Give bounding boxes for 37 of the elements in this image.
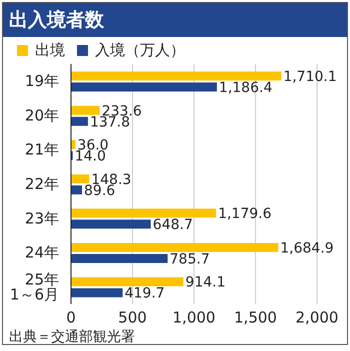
- y-tick-label: 21年: [24, 140, 59, 159]
- y-tick-label: 20年: [24, 106, 59, 124]
- bar: [71, 254, 168, 263]
- x-tick-label: 2,000: [296, 308, 338, 327]
- x-tick-label: 1,500: [234, 308, 277, 327]
- data-label: 914.1: [185, 274, 226, 291]
- data-label: 1,684.9: [280, 240, 334, 256]
- chart-title: 出入境者数: [3, 3, 347, 37]
- bar: [71, 72, 282, 81]
- data-label: 785.7: [170, 251, 210, 268]
- data-label: 1,710.1: [283, 69, 337, 86]
- y-tick-label: 23年: [24, 209, 59, 228]
- data-label: 1,186.4: [218, 80, 272, 96]
- y-tick-label: 24年: [24, 244, 59, 262]
- data-label: 419.7: [124, 286, 165, 302]
- bar: [71, 185, 82, 194]
- y-tick-label: 19年: [24, 72, 59, 90]
- data-label: 648.7: [152, 217, 193, 234]
- x-tick-label: 500: [118, 308, 147, 327]
- x-tick-label: 0: [66, 308, 76, 327]
- x-tick-label: 1,000: [172, 308, 216, 327]
- bar: [71, 140, 76, 150]
- y-tick-label: 22年: [24, 175, 59, 193]
- bar: [71, 242, 278, 252]
- bar: [71, 220, 151, 229]
- source-note: 出典＝交通部観光署: [8, 328, 136, 346]
- bar: [71, 116, 88, 126]
- bar: [71, 277, 184, 286]
- data-label: 1,179.6: [218, 206, 272, 222]
- bar: [71, 288, 123, 298]
- bar: [71, 174, 90, 184]
- bar: [71, 208, 216, 218]
- bar: [71, 82, 217, 92]
- legend-label: 入境（万人）: [95, 41, 185, 60]
- legend-label: 出境: [35, 41, 65, 60]
- y-tick-label: 25年 1～6月: [10, 270, 59, 304]
- bar: [71, 106, 100, 115]
